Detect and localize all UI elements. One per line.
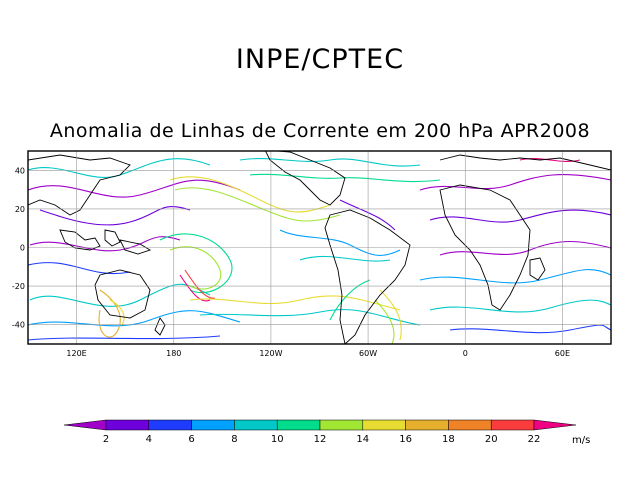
colorbar-segment bbox=[234, 419, 278, 431]
lon-ticks: 120E 180 120W 60W 0 60E bbox=[66, 349, 570, 358]
org-title: INPE/CPTEC bbox=[235, 44, 405, 75]
colorbar-label: 16 bbox=[399, 434, 412, 445]
colorbar-unit: m/s bbox=[572, 435, 590, 446]
colorbar-arrow-left bbox=[63, 419, 107, 431]
colorbar-label: 12 bbox=[314, 434, 327, 445]
colorbar-arrow-right bbox=[533, 419, 577, 431]
colorbar-segment bbox=[405, 419, 449, 431]
colorbar-label: 2 bbox=[103, 434, 109, 445]
colorbar-label: 22 bbox=[528, 434, 541, 445]
lat-tick-label: 0 bbox=[20, 244, 25, 253]
lon-tick-label: 180 bbox=[166, 349, 181, 358]
colorbar-segment bbox=[276, 419, 321, 431]
lon-tick-label: 60E bbox=[555, 349, 570, 358]
colorbar-label: 10 bbox=[271, 434, 284, 445]
colorbar-label: 6 bbox=[188, 434, 194, 445]
map-title: Anomalia de Linhas de Corrente em 200 hP… bbox=[49, 120, 591, 142]
colorbar-segment bbox=[490, 419, 535, 431]
lon-tick-label: 120W bbox=[259, 349, 282, 358]
lat-tick-label: 20 bbox=[15, 205, 25, 214]
lat-tick-label: 40 bbox=[15, 166, 25, 175]
map-frame bbox=[27, 150, 612, 345]
colorbar-segment bbox=[362, 419, 406, 431]
colorbar-segment bbox=[105, 419, 150, 431]
colorbar-label: 20 bbox=[485, 434, 498, 445]
colorbar-segment bbox=[148, 419, 192, 431]
colorbar-label: 4 bbox=[146, 434, 152, 445]
lon-tick-label: 0 bbox=[463, 349, 468, 358]
lon-tick-label: 120E bbox=[66, 349, 86, 358]
grid-lines bbox=[28, 151, 611, 344]
colorbar-label: 14 bbox=[356, 434, 369, 445]
colorbar-label: 18 bbox=[442, 434, 455, 445]
colorbar-segment bbox=[191, 419, 235, 431]
colorbar-segment bbox=[448, 419, 492, 431]
lon-tick-label: 60W bbox=[359, 349, 377, 358]
lat-ticks: 40 20 0 -20 -40 bbox=[12, 166, 25, 329]
colorbar-label: 8 bbox=[231, 434, 237, 445]
lat-tick-label: -40 bbox=[12, 321, 25, 330]
lat-tick-label: -20 bbox=[12, 282, 25, 291]
colorbar-segment bbox=[319, 419, 364, 431]
